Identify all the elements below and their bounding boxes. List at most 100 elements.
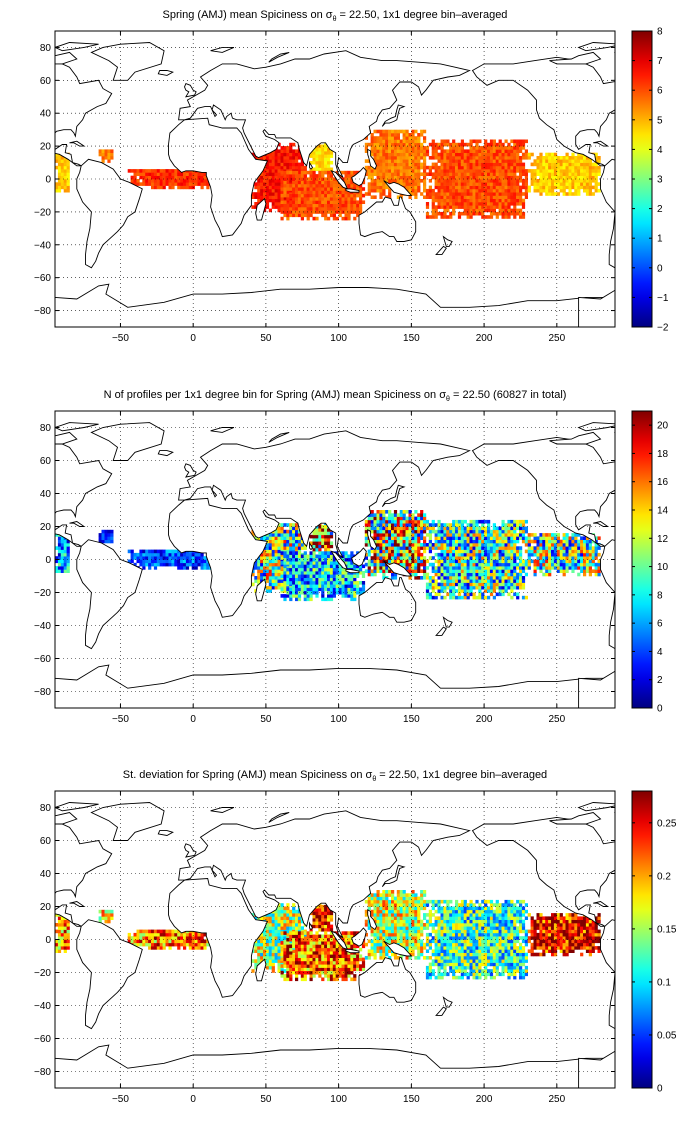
panel-title: Spring (AMJ) mean Spiciness on σθ = 22.5… xyxy=(163,9,508,23)
y-tick-label: −40 xyxy=(34,240,51,251)
colorbar-tick-label: 0.05 xyxy=(657,1030,677,1041)
colorbar-tick-label: 10 xyxy=(657,562,669,573)
coastlines xyxy=(55,802,615,1088)
y-tick-label: 60 xyxy=(40,836,52,847)
x-tick-label: 100 xyxy=(330,333,347,344)
x-tick-label: −50 xyxy=(112,333,129,344)
colorbar-tick-label: 2 xyxy=(657,675,663,686)
y-tick-label: 20 xyxy=(40,142,52,153)
y-tick-label: 80 xyxy=(40,803,52,814)
map-area xyxy=(55,791,615,1088)
x-tick-label: 50 xyxy=(260,714,272,725)
colorbar-tick-label: 8 xyxy=(657,27,663,38)
y-tick-label: 40 xyxy=(40,109,52,120)
colorbar-tick-label: 0 xyxy=(657,1084,663,1095)
region-equatorial-atlantic xyxy=(127,549,213,570)
map-area xyxy=(55,31,615,327)
x-tick-label: 0 xyxy=(190,1094,196,1105)
colorbar-tick-label: 0.1 xyxy=(657,977,671,988)
colorbar-tick-label: 0 xyxy=(657,704,663,715)
colorbar-tick-label: 4 xyxy=(657,647,663,658)
panel-count: N of profiles per 1x1 degree bin for Spr… xyxy=(34,389,669,725)
grid xyxy=(55,31,615,327)
y-tick-label: −20 xyxy=(34,968,51,979)
colorbar-tick-label: 4 xyxy=(657,145,663,156)
coastlines xyxy=(55,422,615,708)
region-central-pacific xyxy=(425,139,528,219)
x-tick-label: 150 xyxy=(403,333,420,344)
colorbar-tick-label: 14 xyxy=(657,506,669,517)
y-tick-label: −60 xyxy=(34,1034,51,1045)
region-east-pacific xyxy=(527,152,601,196)
map-area xyxy=(55,411,615,708)
y-tick-label: 0 xyxy=(45,555,51,566)
y-tick-label: −60 xyxy=(34,273,51,284)
colorbar-tick-label: 0 xyxy=(657,263,663,274)
y-tick-label: 80 xyxy=(40,423,52,434)
colorbar-tick-label: 0.2 xyxy=(657,871,671,882)
region-east-pacific xyxy=(527,913,601,957)
colorbar-tick-label: 5 xyxy=(657,115,663,126)
y-tick-label: 40 xyxy=(40,869,52,880)
region-equatorial-atlantic-west xyxy=(55,913,70,953)
panel-mean: Spring (AMJ) mean Spiciness on σθ = 22.5… xyxy=(34,9,669,344)
colorbar: 0 0.05 0.1 0.15 0.2 0.25 xyxy=(631,790,677,1095)
panel-std: St. deviation for Spring (AMJ) mean Spic… xyxy=(34,769,677,1105)
colorbar: 0 2 4 6 8 10 12 14 16 18 20 xyxy=(631,410,669,715)
region-west-pacific-warm-pool xyxy=(364,129,427,199)
colorbar: −2 −1 0 1 2 3 4 5 6 7 8 xyxy=(631,27,669,334)
region-central-pacific xyxy=(425,899,528,980)
region-east-pacific xyxy=(527,533,601,577)
y-tick-label: −80 xyxy=(34,687,51,698)
colorbar-tick-label: 2 xyxy=(657,204,663,215)
colorbar-tick-label: 0.15 xyxy=(657,924,677,935)
colorbar-tick-label: 0.25 xyxy=(657,818,677,829)
y-tick-label: 0 xyxy=(45,935,51,946)
region-central-pacific xyxy=(425,519,528,600)
y-tick-label: 80 xyxy=(40,43,52,54)
x-tick-label: 0 xyxy=(190,714,196,725)
x-tick-label: 150 xyxy=(403,714,420,725)
colorbar-tick-label: −2 xyxy=(657,323,669,334)
x-tick-label: −50 xyxy=(112,1094,129,1105)
panel-title: St. deviation for Spring (AMJ) mean Spic… xyxy=(123,769,547,783)
y-tick-label: −20 xyxy=(34,588,51,599)
y-tick-label: 20 xyxy=(40,902,52,913)
y-tick-label: −80 xyxy=(34,306,51,317)
x-tick-label: 100 xyxy=(330,1094,347,1105)
colorbar-tick-label: 12 xyxy=(657,534,669,545)
y-tick-label: 20 xyxy=(40,522,52,533)
region-caribbean xyxy=(98,529,114,544)
x-tick-label: 250 xyxy=(548,1094,565,1105)
colorbar-tick-label: 7 xyxy=(657,56,663,67)
y-tick-label: −20 xyxy=(34,207,51,218)
x-tick-label: 250 xyxy=(548,714,565,725)
x-tick-label: 200 xyxy=(476,714,493,725)
x-tick-label: 50 xyxy=(260,1094,272,1105)
x-tick-label: 0 xyxy=(190,333,196,344)
colorbar-tick-label: 1 xyxy=(657,234,663,245)
x-tick-label: −50 xyxy=(112,714,129,725)
y-tick-label: 40 xyxy=(40,489,52,500)
grid xyxy=(55,411,615,708)
region-caribbean xyxy=(98,909,114,924)
colorbar-tick-label: 8 xyxy=(657,590,663,601)
x-tick-label: 100 xyxy=(330,714,347,725)
y-tick-label: −80 xyxy=(34,1067,51,1078)
panel-title: N of profiles per 1x1 degree bin for Spr… xyxy=(104,389,567,403)
y-tick-label: 60 xyxy=(40,76,52,87)
x-tick-label: 200 xyxy=(476,333,493,344)
y-tick-label: 60 xyxy=(40,456,52,467)
y-tick-label: −40 xyxy=(34,621,51,632)
y-tick-label: −60 xyxy=(34,654,51,665)
colorbar-tick-label: 20 xyxy=(657,421,669,432)
colorbar-tick-label: 18 xyxy=(657,449,669,460)
x-tick-label: 200 xyxy=(476,1094,493,1105)
colorbar-tick-label: 6 xyxy=(657,619,663,630)
x-tick-label: 50 xyxy=(260,333,272,344)
data-cells xyxy=(55,129,601,221)
y-tick-label: −40 xyxy=(34,1001,51,1012)
colorbar-tick-label: 16 xyxy=(657,477,669,488)
region-west-pacific-warm-pool xyxy=(364,510,427,580)
